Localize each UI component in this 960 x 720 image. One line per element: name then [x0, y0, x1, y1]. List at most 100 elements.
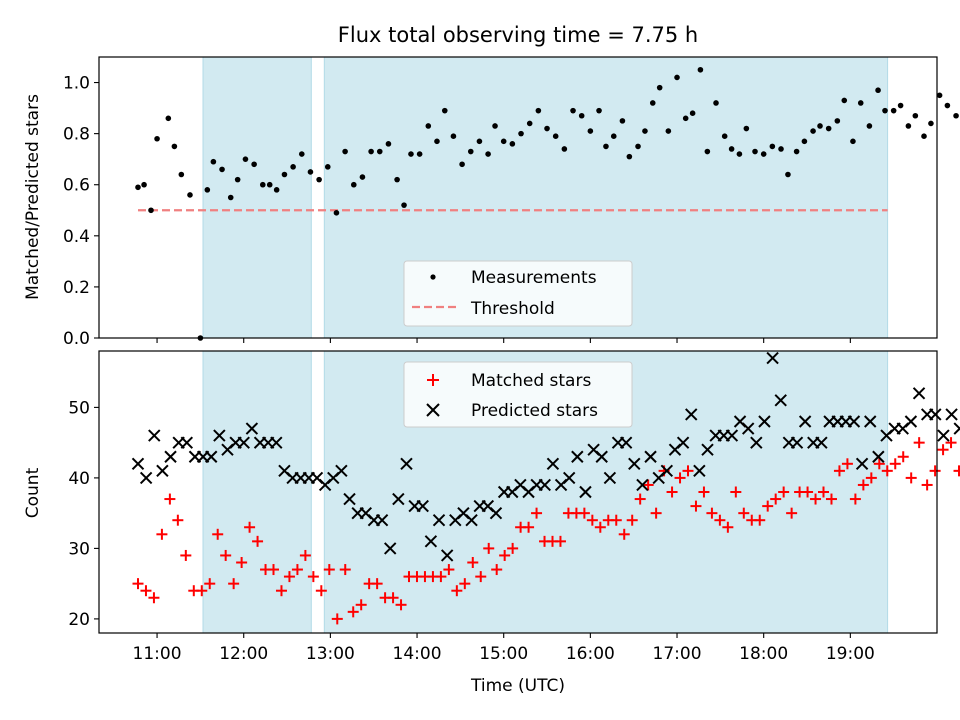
matched-star-point — [953, 465, 960, 477]
bottom-panel-frame — [98, 350, 938, 634]
matched-star-point — [889, 458, 901, 470]
bottom-legend-box — [403, 361, 633, 428]
measurement-point — [425, 123, 432, 129]
measurement-point — [674, 74, 680, 81]
matched-star-point — [610, 514, 622, 526]
predicted-star-point — [855, 457, 869, 471]
measurement-point — [251, 161, 257, 168]
matched-star-point — [531, 507, 543, 519]
measurement-point — [944, 102, 951, 109]
matched-star-point — [507, 542, 519, 554]
measurement-point — [850, 138, 856, 145]
legend-measurement-marker — [430, 274, 436, 280]
top-legend: Measurements Threshold — [403, 260, 633, 327]
matched-star-point — [682, 465, 694, 477]
measurement-point — [342, 148, 348, 155]
matched-star-point — [690, 500, 702, 512]
matched-star-point — [865, 472, 877, 484]
top-x-ticks — [156, 338, 851, 343]
predicted-star-point — [937, 429, 950, 442]
measurement-point — [656, 84, 663, 91]
matched-star-point — [618, 528, 630, 540]
chart-title: Flux total observing time = 7.75 h — [338, 23, 698, 47]
matched-star-point — [371, 578, 383, 590]
legend-matched-label: Matched stars — [471, 371, 591, 391]
predicted-star-point — [815, 436, 828, 449]
measurement-point — [682, 115, 689, 122]
predicted-star-point — [139, 471, 153, 485]
measurement-point — [385, 141, 392, 147]
measurement-point — [778, 146, 784, 152]
predicted-star-point — [440, 549, 454, 562]
predicted-star-point — [644, 450, 657, 463]
x-tick-label: 14:00 — [393, 644, 442, 664]
measurement-point — [492, 123, 498, 129]
measurement-point — [736, 151, 743, 157]
matched-star-point — [818, 486, 830, 498]
matched-star-point — [841, 458, 853, 470]
matched-star-point — [921, 479, 933, 491]
matched-star-point — [722, 521, 734, 533]
predicted-star-point — [424, 535, 438, 548]
measurement-point — [219, 166, 225, 173]
measurement-point — [408, 151, 414, 157]
matched-star-point — [881, 465, 893, 477]
measurement-point — [459, 161, 465, 168]
measurement-point — [281, 171, 288, 178]
measurement-point — [897, 102, 904, 109]
predicted-star-point — [774, 394, 787, 407]
measurement-point — [610, 133, 617, 139]
matched-star-point — [730, 486, 742, 498]
measurement-point — [368, 148, 374, 155]
x-tick-label: 13:00 — [306, 644, 355, 664]
measurement-point — [441, 107, 448, 114]
predicted-star-point — [375, 513, 389, 527]
matched-star-point — [156, 528, 168, 540]
matched-star-point — [913, 437, 925, 449]
legend-measurements-label: Measurements — [471, 268, 597, 288]
measurement-point — [721, 133, 728, 139]
predicted-star-point — [164, 450, 177, 463]
measurement-point — [912, 112, 919, 119]
matched-stars-series — [132, 437, 960, 625]
measurement-point — [587, 128, 594, 134]
measurement-point — [825, 125, 832, 132]
predicted-star-point — [400, 457, 413, 471]
y-tick-label: 0.4 — [63, 227, 90, 247]
predicted-star-point — [237, 436, 250, 449]
measurement-point — [561, 146, 568, 152]
matched-star-point — [499, 549, 511, 561]
matched-star-point — [339, 564, 351, 576]
matched-star-point — [299, 549, 311, 561]
predicted-star-point — [595, 450, 608, 463]
predicted-star-point — [156, 464, 169, 478]
x-tick-label: 19:00 — [826, 644, 875, 664]
x-tick-label: 15:00 — [479, 644, 528, 664]
legend-threshold-label: Threshold — [470, 299, 555, 319]
predicted-star-point — [847, 415, 861, 428]
predicted-star-point — [603, 471, 617, 485]
legend-predicted-marker — [426, 403, 440, 417]
top-y-axis-label: Matched/Predicted stars — [23, 94, 43, 300]
measurement-point — [743, 125, 750, 132]
predicted-star-point — [701, 443, 714, 456]
matched-star-point — [132, 578, 144, 590]
predicted-star-point — [180, 436, 194, 449]
matched-star-point — [578, 507, 590, 519]
measurement-point — [793, 148, 800, 155]
top-y-ticks: 0.0 0.2 0.4 0.6 0.8 1.0 — [63, 74, 99, 349]
measurement-point — [401, 202, 407, 208]
predicted-star-point — [571, 450, 584, 463]
predicted-stars-series — [131, 351, 960, 562]
matched-star-point — [140, 585, 152, 597]
observing-band — [202, 56, 312, 339]
matched-star-point — [475, 571, 487, 583]
matched-star-point — [387, 592, 399, 604]
predicted-star-point — [741, 422, 755, 435]
predicted-star-point — [758, 415, 771, 428]
matched-star-point — [307, 571, 319, 583]
measurement-point — [857, 100, 864, 106]
matched-star-point — [283, 571, 295, 583]
measurement-point — [801, 138, 808, 145]
bottom-y-axis-label: Count — [23, 467, 43, 518]
